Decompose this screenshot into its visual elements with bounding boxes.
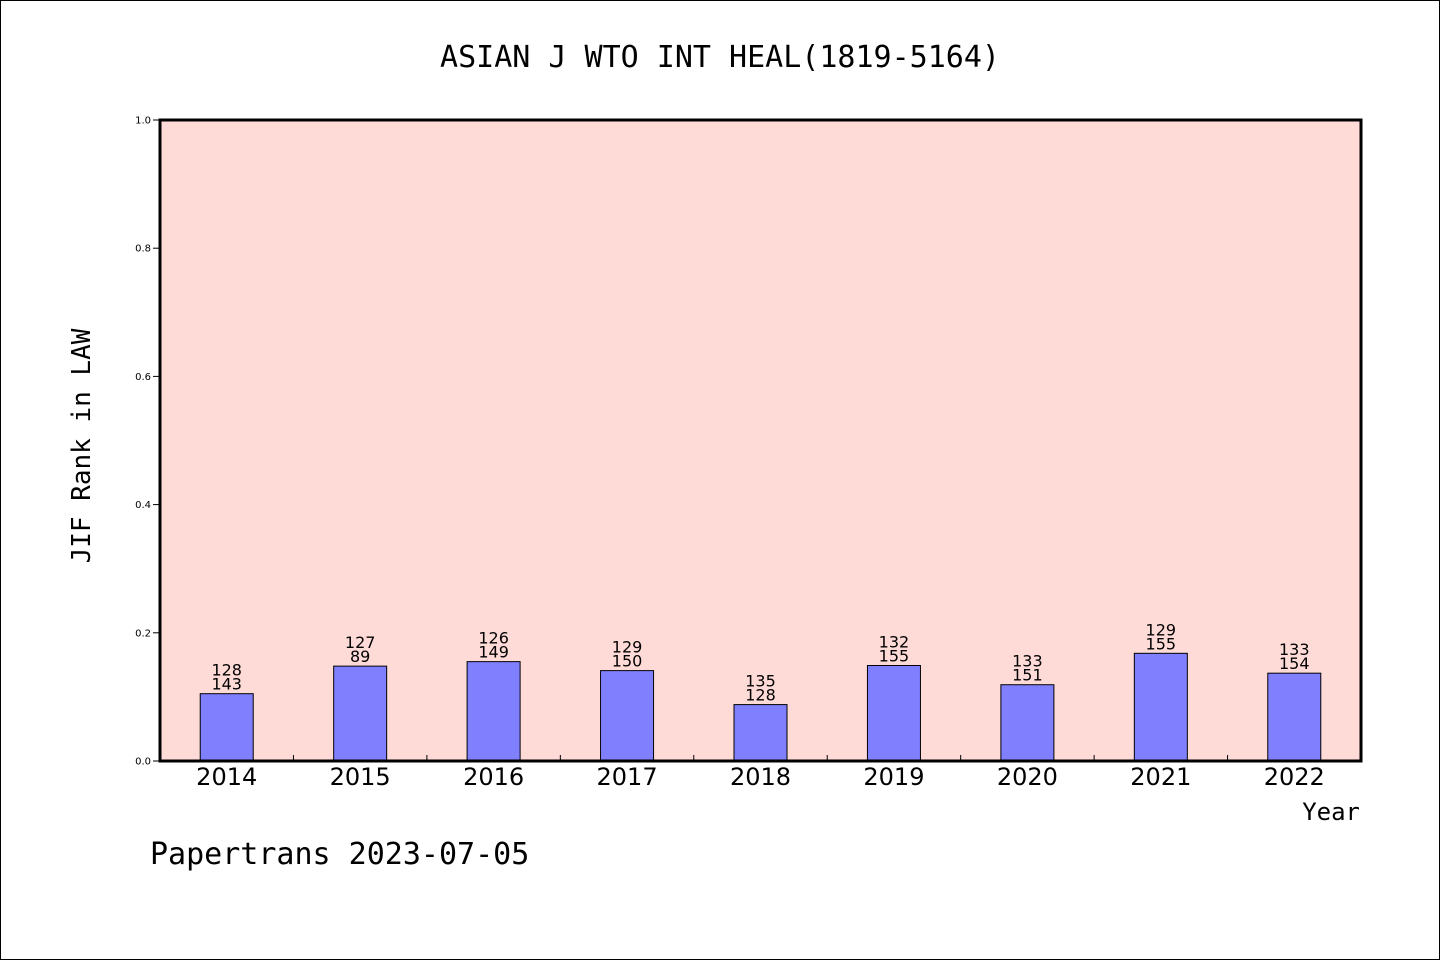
y-tick-label-1.0: 1.0 [135, 116, 151, 127]
x-tick-label-2014: 2014 [196, 763, 257, 791]
x-tick-label-2018: 2018 [730, 763, 791, 791]
bar-label-2021-bottom: 155 [1146, 634, 1177, 653]
bar-label-2017-bottom: 150 [612, 652, 643, 671]
bar-2015 [333, 665, 388, 762]
x-axis-title: Year [1302, 798, 1360, 826]
bar-label-2015-bottom: 89 [350, 647, 370, 666]
bar-label-2016-bottom: 149 [478, 643, 509, 662]
bar-label-2016-top: 126 [478, 629, 509, 648]
y-axis-title: JIF Rank in LAW [67, 328, 97, 563]
bar-label-2019-top: 132 [879, 632, 910, 651]
x-tick-label-2020: 2020 [997, 763, 1058, 791]
x-tick-label-2017: 2017 [597, 763, 658, 791]
y-tick-label-0.4: 0.4 [135, 500, 151, 511]
chart-title: ASIAN J WTO INT HEAL(1819-5164) [440, 40, 1000, 75]
bar-2017 [600, 670, 655, 762]
bars-group [199, 652, 1322, 762]
bar-2021 [1133, 652, 1188, 762]
bar-label-2018-bottom: 128 [745, 686, 776, 705]
x-tick-label-2021: 2021 [1130, 763, 1191, 791]
plot-border [158, 118, 1363, 763]
bar-label-2014-bottom: 143 [211, 675, 242, 694]
bar-2019 [866, 664, 921, 762]
x-tick-label-2015: 2015 [330, 763, 391, 791]
x-tick-label-2016: 2016 [463, 763, 524, 791]
footer-credit: Papertrans 2023-07-05 [150, 837, 529, 872]
y-tick-label-0.0: 0.0 [135, 757, 151, 768]
bar-label-2014-top: 128 [211, 661, 242, 680]
y-axis: 0.0 0.2 0.4 0.6 0.8 1.0 [135, 116, 160, 768]
bar-label-2021-top: 129 [1146, 620, 1177, 639]
bar-label-2017-top: 129 [612, 638, 643, 657]
bar-label-2022-top: 133 [1279, 640, 1310, 659]
bar-2020 [1000, 684, 1055, 762]
x-tick-label-2022: 2022 [1264, 763, 1325, 791]
y-tick-label-0.6: 0.6 [135, 372, 151, 383]
x-axis: 2014 2015 2016 2017 2018 2019 2020 2021 2022 [196, 755, 1325, 791]
bar-2022 [1267, 672, 1322, 762]
bar-label-2022-bottom: 154 [1279, 654, 1310, 673]
bar-label-2015-top: 127 [345, 633, 376, 652]
y-tick-label-0.8: 0.8 [135, 244, 151, 255]
x-tick-label-2019: 2019 [863, 763, 924, 791]
bar-label-2018-top: 135 [745, 672, 776, 691]
bar-label-2020-bottom: 151 [1012, 666, 1043, 685]
bar-label-2019-bottom: 155 [879, 646, 910, 665]
bar-2018 [733, 704, 788, 762]
bar-2014 [199, 693, 254, 762]
bar-2016 [466, 661, 521, 762]
y-tick-label-0.2: 0.2 [135, 628, 151, 639]
bar-label-2020-top: 133 [1012, 652, 1043, 671]
